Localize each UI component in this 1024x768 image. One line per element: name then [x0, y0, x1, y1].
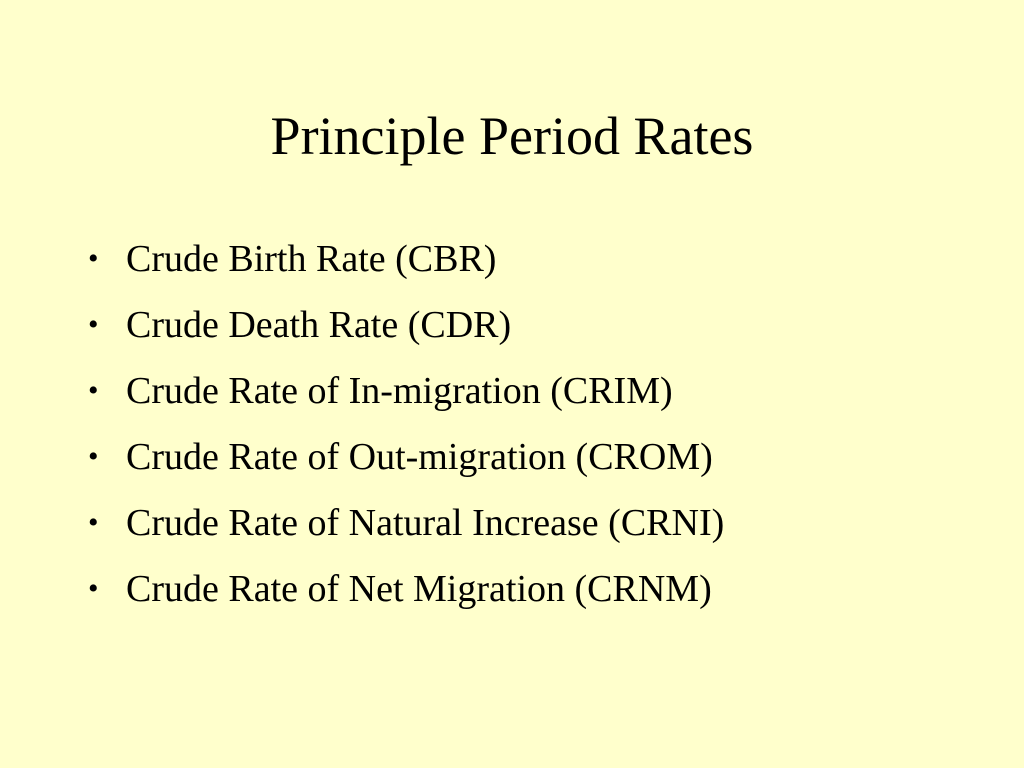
bullet-item-cbr: • Crude Birth Rate (CBR)	[84, 226, 984, 292]
bullet-icon: •	[88, 572, 99, 605]
bullet-icon: •	[88, 242, 99, 275]
bullet-text: Crude Birth Rate (CBR)	[126, 238, 497, 280]
bullet-text: Crude Rate of Natural Increase (CRNI)	[126, 502, 725, 544]
bullet-item-crni: • Crude Rate of Natural Increase (CRNI)	[84, 490, 984, 556]
bullet-icon: •	[88, 440, 99, 473]
bullet-item-crnm: • Crude Rate of Net Migration (CRNM)	[84, 556, 984, 622]
bullet-icon: •	[88, 374, 99, 407]
bullet-item-cdr: • Crude Death Rate (CDR)	[84, 292, 984, 358]
bullet-icon: •	[88, 506, 99, 539]
bullet-text: Crude Rate of Out-migration (CROM)	[126, 436, 713, 478]
bullet-icon: •	[88, 308, 99, 341]
bullet-text: Crude Rate of Net Migration (CRNM)	[126, 568, 712, 610]
slide-title: Principle Period Rates	[270, 106, 754, 166]
bullet-item-crim: • Crude Rate of In-migration (CRIM)	[84, 358, 984, 424]
bullet-text: Crude Rate of In-migration (CRIM)	[126, 370, 673, 412]
bullet-text: Crude Death Rate (CDR)	[126, 304, 512, 346]
bullet-item-crom: • Crude Rate of Out-migration (CROM)	[84, 424, 984, 490]
bullet-list: • Crude Birth Rate (CBR) • Crude Death R…	[84, 226, 984, 622]
